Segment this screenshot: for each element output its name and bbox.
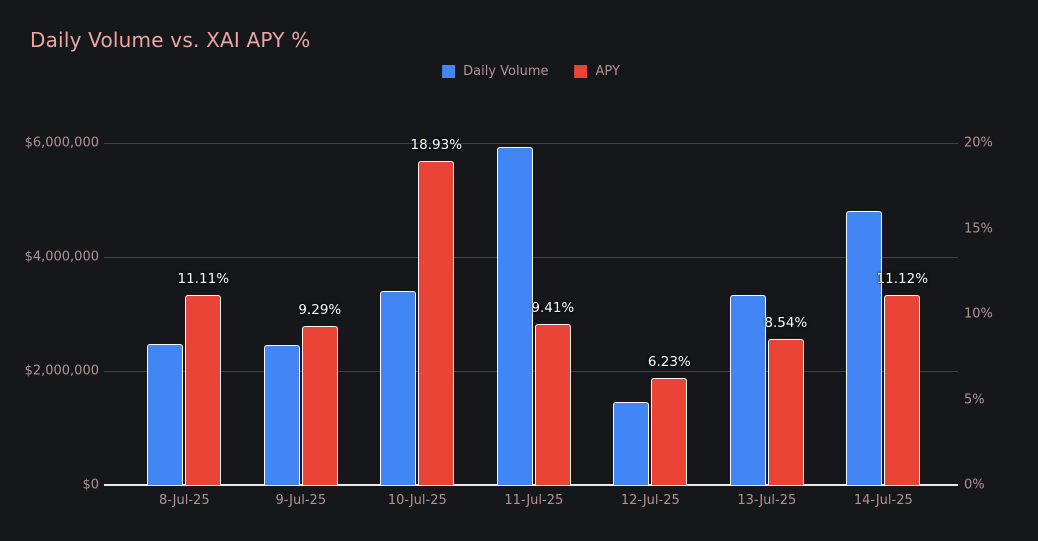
- apy-value-label: 8.54%: [764, 314, 808, 331]
- chart-title: Daily Volume vs. XAI APY %: [30, 28, 311, 52]
- left-axis-tick-label: $6,000,000: [24, 135, 99, 151]
- legend-swatch-icon: [574, 65, 588, 78]
- bar-apy[interactable]: [884, 294, 921, 485]
- gridline: [104, 143, 958, 144]
- left-axis-tick-label: $2,000,000: [24, 363, 99, 379]
- bar-daily-volume[interactable]: [380, 290, 417, 485]
- x-axis-tick-label: 10-Jul-25: [387, 493, 447, 508]
- bar-daily-volume[interactable]: [147, 344, 184, 485]
- x-axis-tick-label: 8-Jul-25: [158, 493, 210, 508]
- x-axis-line: [104, 484, 958, 486]
- bar-daily-volume[interactable]: [729, 294, 766, 485]
- legend-swatch-icon: [442, 65, 456, 78]
- right-axis-tick-label: 15%: [964, 221, 993, 236]
- apy-value-label: 11.12%: [876, 270, 929, 287]
- bar-daily-volume[interactable]: [846, 210, 883, 485]
- bar-apy[interactable]: [301, 326, 338, 485]
- bar-daily-volume[interactable]: [263, 344, 300, 485]
- apy-value-label: 9.29%: [298, 302, 342, 319]
- bar-daily-volume[interactable]: [496, 146, 533, 485]
- left-axis-tick-label: $0: [82, 477, 99, 493]
- x-axis-tick-label: 11-Jul-25: [504, 493, 564, 508]
- bar-apy[interactable]: [185, 295, 222, 485]
- bar-daily-volume[interactable]: [613, 402, 650, 485]
- right-axis-tick-label: 10%: [964, 306, 993, 322]
- x-axis-tick-label: 12-Jul-25: [620, 493, 680, 508]
- legend-item-daily-volume[interactable]: Daily Volume: [442, 64, 549, 79]
- bar-apy[interactable]: [651, 378, 688, 485]
- legend-item-apy[interactable]: APY: [574, 64, 620, 79]
- right-axis-tick-label: 20%: [964, 135, 993, 151]
- x-axis-tick-label: 9-Jul-25: [275, 493, 327, 508]
- left-axis-tick-label: $4,000,000: [24, 249, 99, 265]
- right-axis-tick-label: 0%: [964, 477, 985, 493]
- legend: Daily Volume APY: [442, 64, 620, 79]
- right-axis-tick-label: 5%: [964, 392, 985, 407]
- legend-label: APY: [595, 64, 620, 79]
- x-axis-tick-label: 13-Jul-25: [737, 493, 797, 508]
- apy-value-label: 9.41%: [531, 300, 575, 317]
- x-axis-tick-label: 14-Jul-25: [853, 493, 913, 508]
- bar-apy[interactable]: [767, 338, 804, 485]
- apy-value-label: 6.23%: [647, 354, 691, 371]
- apy-value-label: 11.11%: [177, 271, 230, 288]
- bar-apy[interactable]: [534, 324, 571, 485]
- legend-label: Daily Volume: [463, 64, 549, 79]
- bar-apy[interactable]: [418, 161, 455, 485]
- apy-value-label: 18.93%: [410, 137, 463, 154]
